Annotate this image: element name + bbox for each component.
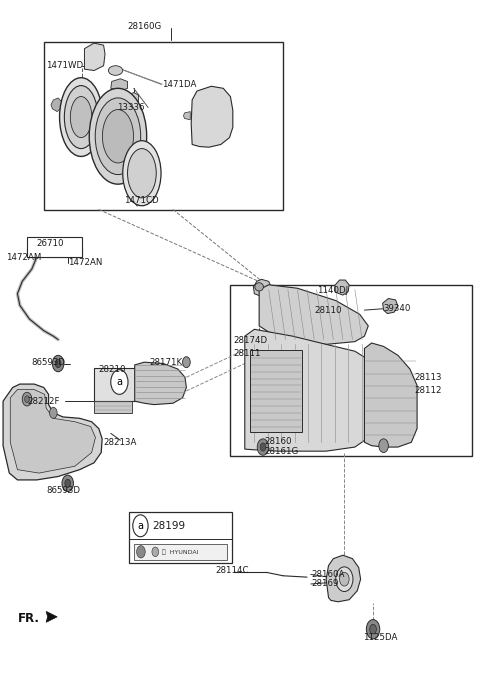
Text: 28199: 28199 bbox=[152, 521, 185, 531]
Polygon shape bbox=[259, 285, 368, 344]
Polygon shape bbox=[253, 279, 271, 296]
Polygon shape bbox=[3, 384, 102, 480]
FancyBboxPatch shape bbox=[230, 285, 472, 456]
Text: a: a bbox=[116, 377, 122, 387]
FancyBboxPatch shape bbox=[134, 543, 227, 560]
Circle shape bbox=[55, 359, 61, 368]
Circle shape bbox=[379, 439, 388, 453]
Circle shape bbox=[49, 407, 57, 418]
Text: 28160: 28160 bbox=[264, 437, 291, 446]
Text: 28174D: 28174D bbox=[234, 336, 268, 346]
Polygon shape bbox=[129, 93, 139, 113]
Text: 86593D: 86593D bbox=[46, 486, 80, 495]
Polygon shape bbox=[84, 43, 105, 71]
Polygon shape bbox=[326, 555, 360, 602]
Text: 28111: 28111 bbox=[234, 349, 261, 359]
Text: FR.: FR. bbox=[17, 612, 39, 625]
Ellipse shape bbox=[64, 86, 98, 149]
Text: 28160G: 28160G bbox=[127, 21, 161, 30]
Circle shape bbox=[52, 355, 64, 372]
Circle shape bbox=[182, 357, 190, 368]
Polygon shape bbox=[46, 611, 57, 622]
FancyBboxPatch shape bbox=[27, 237, 82, 257]
Circle shape bbox=[257, 439, 269, 456]
Text: 28161G: 28161G bbox=[264, 447, 298, 456]
Text: 28113: 28113 bbox=[415, 372, 442, 381]
Text: 28160A: 28160A bbox=[312, 570, 345, 579]
Circle shape bbox=[65, 480, 71, 488]
Ellipse shape bbox=[71, 97, 92, 138]
FancyBboxPatch shape bbox=[44, 42, 283, 209]
Text: 1471WD: 1471WD bbox=[46, 61, 84, 70]
Circle shape bbox=[62, 475, 73, 492]
Circle shape bbox=[366, 619, 380, 639]
Ellipse shape bbox=[95, 98, 141, 174]
Text: a: a bbox=[137, 521, 144, 531]
Circle shape bbox=[152, 547, 158, 556]
Text: 1471DA: 1471DA bbox=[162, 80, 197, 88]
Ellipse shape bbox=[108, 66, 123, 75]
Text: 39340: 39340 bbox=[384, 305, 411, 314]
Text: 1125DA: 1125DA bbox=[363, 633, 398, 642]
Polygon shape bbox=[364, 343, 417, 447]
Text: 1472AN: 1472AN bbox=[68, 259, 102, 268]
Ellipse shape bbox=[60, 78, 103, 156]
Polygon shape bbox=[383, 298, 398, 314]
FancyBboxPatch shape bbox=[250, 350, 302, 432]
Polygon shape bbox=[191, 86, 233, 147]
Polygon shape bbox=[183, 112, 190, 120]
Circle shape bbox=[22, 392, 32, 406]
Polygon shape bbox=[135, 362, 186, 405]
Text: 86593D: 86593D bbox=[32, 357, 66, 367]
Circle shape bbox=[133, 514, 148, 536]
Ellipse shape bbox=[123, 141, 161, 206]
Text: 26710: 26710 bbox=[36, 239, 64, 248]
Text: 28110: 28110 bbox=[314, 306, 342, 315]
Text: 28212F: 28212F bbox=[27, 397, 60, 405]
Circle shape bbox=[336, 567, 353, 591]
FancyBboxPatch shape bbox=[94, 368, 149, 401]
Text: 28169: 28169 bbox=[312, 580, 339, 589]
Polygon shape bbox=[51, 98, 62, 112]
FancyBboxPatch shape bbox=[129, 512, 232, 563]
Text: 28114C: 28114C bbox=[215, 567, 249, 576]
Circle shape bbox=[137, 545, 145, 558]
Text: 13336: 13336 bbox=[117, 103, 144, 112]
Circle shape bbox=[339, 572, 349, 586]
Circle shape bbox=[260, 443, 266, 451]
Text: 28210: 28210 bbox=[99, 364, 126, 373]
Polygon shape bbox=[10, 390, 96, 473]
Ellipse shape bbox=[255, 283, 264, 291]
Text: ⓗ  HYUNDAI: ⓗ HYUNDAI bbox=[162, 549, 199, 554]
Circle shape bbox=[370, 624, 376, 634]
Ellipse shape bbox=[130, 107, 138, 114]
Circle shape bbox=[111, 370, 128, 394]
FancyBboxPatch shape bbox=[94, 401, 132, 413]
Text: 28112: 28112 bbox=[415, 386, 442, 395]
Text: 1140DJ: 1140DJ bbox=[317, 286, 348, 295]
Ellipse shape bbox=[128, 149, 156, 198]
Text: 28213A: 28213A bbox=[104, 438, 137, 447]
Text: 1472AM: 1472AM bbox=[6, 253, 42, 262]
Text: 1471CD: 1471CD bbox=[124, 196, 159, 205]
Circle shape bbox=[24, 396, 29, 403]
Polygon shape bbox=[245, 329, 373, 451]
Text: 28171K: 28171K bbox=[149, 357, 182, 367]
Polygon shape bbox=[111, 79, 128, 91]
Ellipse shape bbox=[102, 110, 133, 163]
Ellipse shape bbox=[89, 88, 147, 184]
Polygon shape bbox=[133, 191, 145, 206]
Polygon shape bbox=[335, 280, 349, 295]
